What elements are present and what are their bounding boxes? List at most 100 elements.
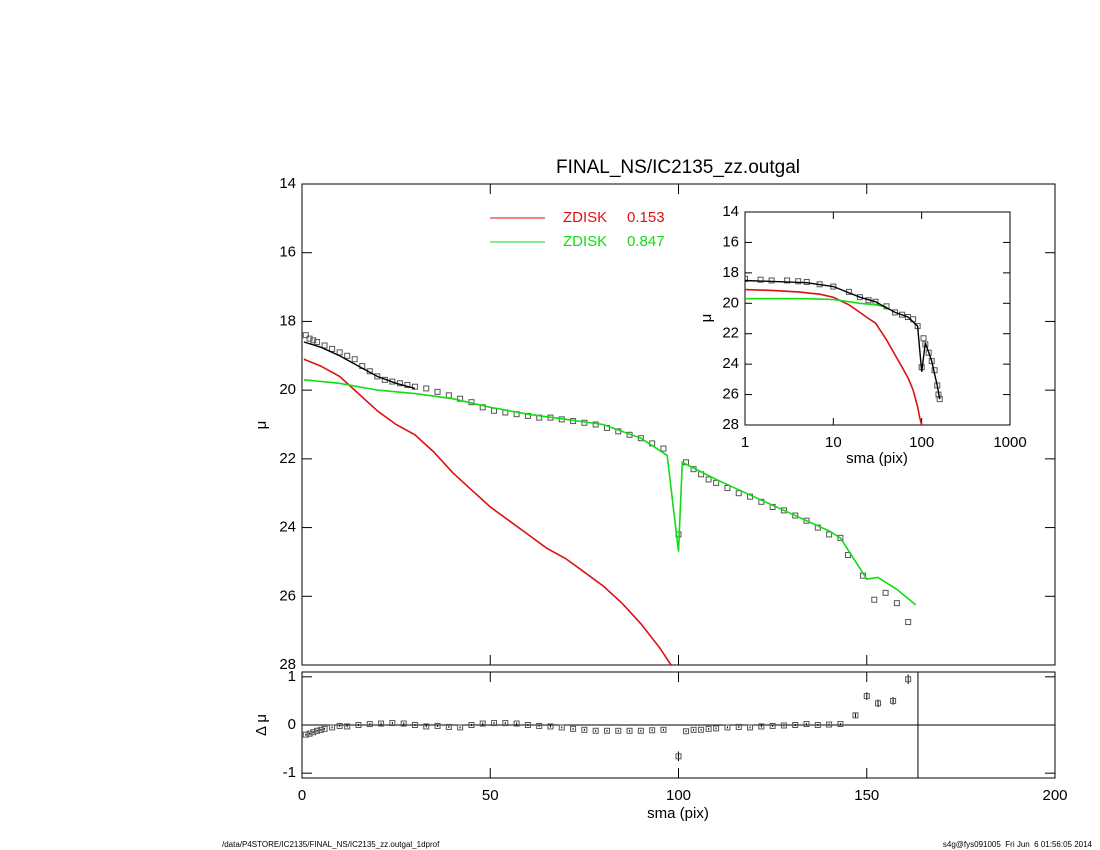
data-point [735, 490, 742, 497]
data-point [747, 724, 754, 731]
data-point [882, 589, 889, 596]
data-point [713, 479, 720, 486]
x-tick-label: 10 [825, 434, 842, 451]
data-point [615, 727, 622, 734]
data-point [344, 352, 351, 359]
data-point [713, 725, 720, 732]
data-point [314, 727, 321, 734]
x-tick-label: 200 [1042, 787, 1067, 804]
data-point [423, 385, 430, 392]
data-point [355, 722, 362, 728]
data-point [445, 392, 452, 399]
data-point [724, 485, 731, 492]
y-tick-label: 16 [722, 233, 739, 250]
y-tick-label: 20 [279, 381, 296, 398]
data-point [826, 531, 833, 538]
plot-frame [744, 211, 1011, 426]
y-tick-label: 0 [288, 716, 296, 733]
y-tick-label: 18 [279, 312, 296, 329]
plot-area [302, 332, 917, 665]
series-line [745, 288, 923, 425]
y-axis-label: Δ μ [253, 714, 270, 736]
y-tick-label: 22 [722, 325, 739, 342]
data-point [814, 722, 821, 728]
data-point [768, 277, 775, 284]
footer-right: s4g@fys091005 Fri Jun 6 01:56:05 2014 [943, 840, 1093, 849]
y-tick-label: 14 [279, 175, 296, 192]
data-point [468, 722, 475, 728]
data-point [905, 619, 912, 626]
data-point [925, 349, 932, 356]
data-point [310, 729, 317, 736]
data-point [626, 727, 633, 734]
footer-left: /data/P4STORE/IC2135/FINAL_NS/IC2135_zz.… [222, 840, 440, 849]
data-point [491, 720, 498, 727]
x-tick-label: 1000 [993, 434, 1026, 451]
y-axis-label: μ [253, 421, 270, 430]
data-point [603, 727, 610, 734]
data-point [445, 723, 452, 730]
data-point [389, 720, 396, 727]
model-line [745, 279, 941, 400]
y-tick-label: -1 [283, 764, 296, 781]
data-point [423, 723, 430, 730]
data-point [306, 335, 313, 342]
data-point [803, 517, 810, 524]
inset-background [745, 212, 1010, 425]
data-point [784, 277, 791, 284]
data-point [675, 753, 682, 760]
data-point [724, 724, 731, 731]
y-tick-label: 14 [722, 203, 739, 220]
data-point [875, 700, 882, 707]
y-tick-label: 28 [722, 416, 739, 433]
data-point [374, 373, 381, 380]
data-point [310, 337, 317, 344]
data-point [757, 276, 764, 283]
data-point [893, 600, 900, 607]
data-point [434, 388, 441, 395]
data-point [769, 722, 776, 729]
y-tick-label: 18 [722, 264, 739, 281]
data-point [690, 726, 697, 733]
data-point [826, 721, 833, 728]
x-axis-label: sma (pix) [846, 450, 908, 467]
data-point [803, 721, 810, 728]
data-point [336, 722, 343, 729]
y-axis-label: μ [698, 314, 715, 323]
data-point [852, 712, 859, 719]
data-point [581, 726, 588, 733]
data-point [792, 512, 799, 519]
legend-label: ZDISK [563, 209, 607, 226]
data-point [892, 309, 899, 316]
data-point [758, 723, 765, 730]
legend-value: 0.153 [627, 209, 665, 226]
data-point [837, 721, 844, 728]
data-point [649, 727, 656, 734]
x-axis-label: sma (pix) [647, 805, 709, 822]
legend-label: ZDISK [563, 233, 607, 250]
data-point [683, 728, 690, 735]
data-point [570, 725, 577, 732]
data-point [920, 335, 927, 342]
data-point [302, 332, 309, 339]
y-tick-label: 28 [279, 656, 296, 673]
data-point [329, 724, 336, 731]
series-line [745, 297, 887, 308]
x-tick-label: 1 [741, 434, 749, 451]
data-point [863, 693, 870, 700]
data-point [524, 722, 531, 728]
data-point [592, 727, 599, 734]
data-point [302, 731, 309, 738]
y-tick-label: 26 [722, 386, 739, 403]
model-line [303, 341, 416, 390]
data-point [378, 720, 385, 727]
data-point [434, 722, 441, 729]
x-tick-label: 100 [909, 434, 934, 451]
y-tick-label: 22 [279, 450, 296, 467]
plot-area [302, 672, 1055, 778]
data-point [558, 724, 565, 731]
data-point [366, 721, 373, 728]
plot-area [745, 275, 943, 425]
y-tick-label: 1 [288, 668, 296, 685]
